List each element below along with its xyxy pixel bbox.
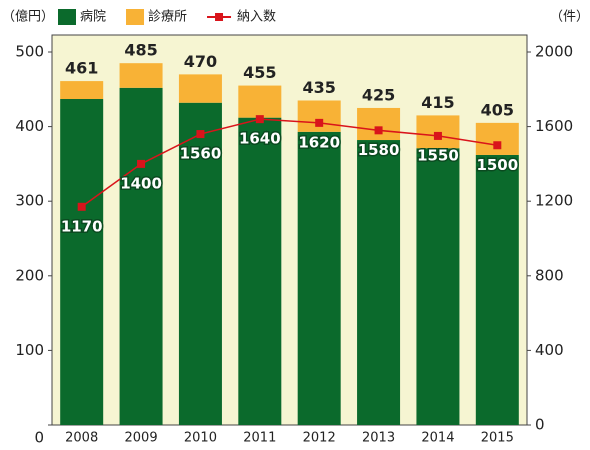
x-tick-label: 2011 <box>243 431 276 446</box>
bar-segment <box>119 87 163 426</box>
total-label: 435 <box>302 78 335 97</box>
y2-tick-label: 1600 <box>535 117 573 135</box>
bar-segment <box>238 85 282 118</box>
bar-segment <box>178 74 222 103</box>
bar-segment <box>416 148 460 425</box>
legend-label: 納入数 <box>237 10 276 25</box>
total-label: 405 <box>481 100 514 119</box>
line-value-label: 1170 <box>61 217 103 235</box>
bar-segment <box>60 98 104 426</box>
line-marker <box>315 118 324 127</box>
total-label: 415 <box>421 93 454 112</box>
x-tick-label: 2014 <box>421 431 454 446</box>
bar-segment <box>60 81 104 99</box>
y2-tick-label: 1200 <box>535 192 573 210</box>
line-marker <box>196 130 205 139</box>
y-tick-label: 200 <box>15 266 44 284</box>
bar-segment <box>357 140 401 425</box>
line-marker <box>374 126 383 135</box>
bar-segment <box>238 117 282 425</box>
x-tick-label: 2009 <box>125 431 158 446</box>
y-tick-label: 100 <box>15 341 44 359</box>
line-marker <box>493 141 502 150</box>
y2-tick-label: 2000 <box>535 43 573 61</box>
bar-segment <box>475 154 519 425</box>
line-marker <box>433 131 442 140</box>
line <box>81 118 498 208</box>
total-label: 470 <box>184 52 217 71</box>
bar-segment <box>119 63 163 88</box>
y2-unit: （件） <box>550 10 589 25</box>
y-unit: （億円） <box>2 9 54 25</box>
legend-marker <box>215 13 224 21</box>
total-label: 485 <box>124 41 157 60</box>
bar-segment <box>475 122 519 155</box>
legend-swatch <box>126 9 145 25</box>
x-tick-label: 2012 <box>303 431 336 446</box>
line-value-label: 1620 <box>298 133 340 151</box>
line-value-label: 1640 <box>239 130 281 148</box>
bar-segment <box>357 107 401 141</box>
x-tick-label: 2008 <box>65 431 98 446</box>
line-value-label: 1560 <box>180 145 222 163</box>
x-tick-label: 2015 <box>481 431 514 446</box>
y2-tick-label: 800 <box>535 266 564 284</box>
line-marker <box>77 202 86 211</box>
total-label: 455 <box>243 63 276 82</box>
y-tick-label: 400 <box>15 117 44 135</box>
y-tick-label: 300 <box>15 192 44 210</box>
x-tick-label: 2013 <box>362 431 395 446</box>
line-marker <box>255 115 264 124</box>
legend-swatch <box>58 9 76 25</box>
line-value-label: 1550 <box>417 146 459 164</box>
legend-label: 診療所 <box>148 9 187 25</box>
bar-segment <box>416 115 460 149</box>
y2-tick-label: 400 <box>535 341 564 359</box>
bar-segment <box>178 102 222 425</box>
legend-label: 病院 <box>80 10 106 25</box>
x-tick-label: 2010 <box>184 431 217 446</box>
total-label: 425 <box>362 85 395 104</box>
line-value-label: 1580 <box>358 141 400 159</box>
y-tick-label: 500 <box>15 43 44 61</box>
total-label: 461 <box>65 59 98 78</box>
y-tick-label: 0 <box>34 429 44 447</box>
bar-segment <box>297 131 341 425</box>
bar-segment <box>297 100 341 132</box>
line-marker <box>137 159 146 168</box>
line-value-label: 1500 <box>476 156 518 174</box>
line-value-label: 1400 <box>120 174 162 192</box>
y2-tick-label: 0 <box>535 416 545 434</box>
